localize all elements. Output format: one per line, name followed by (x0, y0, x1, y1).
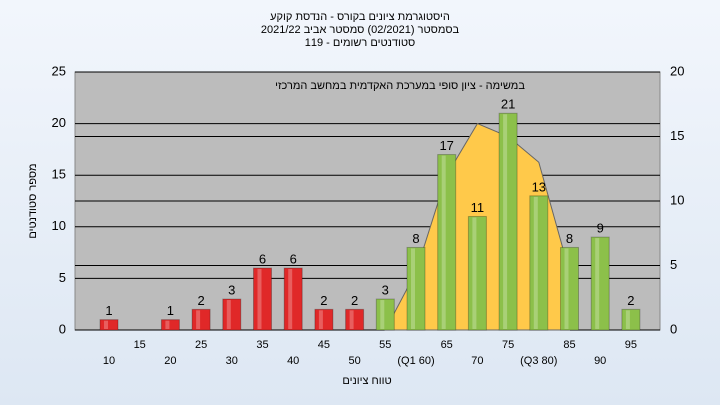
data-label: 8 (412, 231, 419, 246)
data-label: 6 (290, 252, 297, 267)
x-tick-label: 95 (625, 339, 637, 351)
data-label: 2 (627, 293, 634, 308)
chart-subtitle: בסמסטר (02/2021) סמסטר אביב 2021/22 (261, 24, 460, 36)
bar (314, 308, 334, 331)
bar-shine (318, 310, 323, 329)
bar-shine (196, 310, 201, 329)
bar-shine (503, 114, 508, 329)
x-tick-label: 90 (594, 355, 606, 367)
bar (621, 308, 641, 331)
bar-shine (349, 310, 354, 329)
bar (406, 246, 426, 331)
data-label: 2 (197, 293, 204, 308)
bar-shine (533, 196, 538, 329)
bar-shine (441, 155, 446, 329)
y2-tick-label: 20 (670, 63, 684, 78)
x-tick-label: 20 (164, 355, 176, 367)
bar (590, 236, 610, 331)
bar (437, 154, 457, 331)
bar-shine (564, 248, 569, 329)
data-label: 21 (501, 97, 515, 112)
x-tick-label: 45 (318, 339, 330, 351)
bar (99, 319, 119, 331)
bar (529, 195, 549, 331)
x-tick-label: 30 (226, 355, 238, 367)
x-tick-label: 75 (502, 339, 514, 351)
x-tick-label: 15 (134, 339, 146, 351)
bar (253, 267, 272, 331)
bar-shine (380, 300, 385, 329)
data-label: 2 (320, 293, 327, 308)
bar (160, 319, 180, 331)
data-label: 1 (167, 303, 174, 318)
x-tick-label: 25 (195, 339, 207, 351)
y2-tick-label: 10 (670, 192, 684, 207)
bar-shine (288, 269, 293, 329)
data-label: 2 (351, 293, 358, 308)
bar-shine (472, 217, 477, 329)
bar (467, 215, 487, 331)
bar-shine (104, 320, 108, 329)
y-tick-label: 15 (52, 167, 66, 182)
bar (498, 112, 518, 331)
x-tick-label: 35 (256, 339, 268, 351)
data-label: 11 (471, 200, 485, 215)
bar (345, 308, 365, 331)
x-tick-label: (Q3 80) (520, 355, 557, 367)
bar (375, 298, 395, 331)
bar-shine (226, 300, 231, 329)
bar (560, 246, 579, 331)
y2-tick-label: 0 (670, 321, 677, 336)
bar-shine (165, 320, 170, 329)
bar (222, 298, 242, 331)
y2-tick-label: 15 (670, 128, 684, 143)
x-tick-label: 10 (103, 355, 115, 367)
bar-shine (595, 238, 600, 329)
bar-shine (257, 269, 262, 329)
data-label: 6 (259, 252, 266, 267)
data-label: 9 (597, 221, 604, 236)
y-tick-label: 0 (59, 321, 66, 336)
y-tick-label: 10 (52, 218, 66, 233)
data-label: 3 (382, 282, 389, 297)
bar (191, 308, 211, 331)
x-axis-label: טווח ציונים (342, 375, 391, 387)
chart-subtitle: סטודנטים רשומים - 119 (305, 37, 416, 49)
y-tick-label: 20 (52, 115, 66, 130)
data-label: 3 (228, 282, 235, 297)
y-axis-label: מספר סטודנטים (27, 163, 39, 238)
x-tick-label: (Q1 60) (397, 355, 434, 367)
chart-title: היסטוגרמת ציונים בקורס - הנדסת קוקע (270, 11, 450, 23)
data-label: 1 (105, 303, 112, 318)
x-tick-label: 50 (348, 355, 360, 367)
annotation: במשימה - ציון סופי במערכת האקדמית במחשב … (275, 80, 525, 92)
x-tick-label: 85 (563, 339, 575, 351)
x-tick-label: 65 (441, 339, 453, 351)
x-tick-label: 55 (379, 339, 391, 351)
x-tick-label: 70 (471, 355, 483, 367)
x-tick-label: 40 (287, 355, 299, 367)
bar (283, 267, 303, 331)
y2-tick-label: 5 (670, 257, 677, 272)
y-tick-label: 5 (59, 270, 66, 285)
y-tick-label: 25 (52, 63, 66, 78)
data-label: 17 (439, 138, 453, 153)
bar-shine (411, 248, 415, 329)
data-label: 13 (532, 179, 546, 194)
data-label: 8 (566, 231, 573, 246)
bar-shine (625, 310, 630, 329)
